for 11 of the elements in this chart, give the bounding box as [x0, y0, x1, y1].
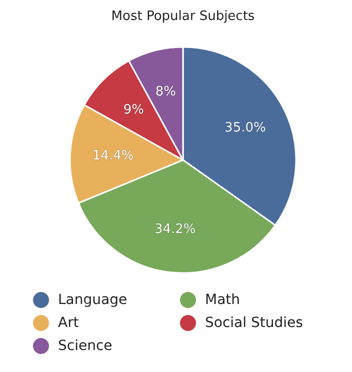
data-label: 14.4%	[92, 148, 134, 164]
legend-label: Social Studies	[205, 315, 303, 331]
legend-label: Science	[58, 338, 112, 354]
legend-label: Math	[205, 292, 240, 308]
data-label: 35.0%	[224, 120, 266, 136]
data-label: 9%	[123, 102, 144, 118]
legend-label: Art	[58, 315, 80, 331]
data-label: 34.2%	[154, 222, 196, 238]
legend-label: Language	[58, 292, 128, 308]
chart-title: Most Popular Subjects	[111, 9, 255, 24]
data-label: 8%	[155, 84, 176, 100]
